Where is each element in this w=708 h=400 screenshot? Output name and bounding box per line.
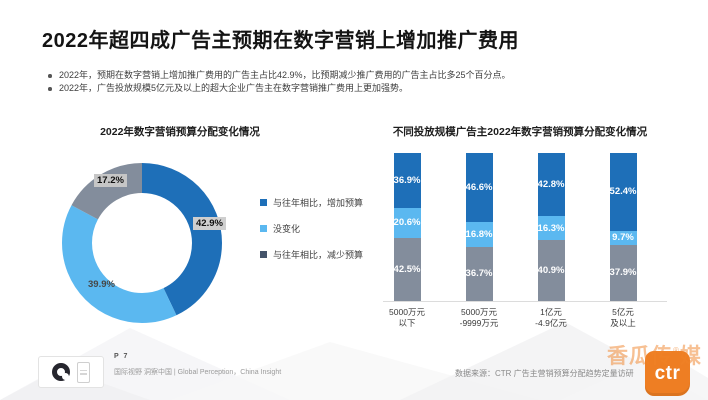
- bar-value-label: 36.7%: [465, 268, 493, 280]
- ctr-orange-logo: ctr: [645, 351, 690, 396]
- bullet-item-2: 2022年，广告投放规模5亿元及以上的超大企业广告主在数字营销推广费用上更加强势…: [46, 82, 676, 95]
- donut-segment-nochange: [62, 163, 222, 323]
- bar-value-label: 52.4%: [609, 186, 637, 198]
- bar-chart-baseline: [383, 301, 667, 302]
- bar-value-label: 42.8%: [537, 179, 565, 191]
- bar-column-3: 42.8% 16.3% 40.9% 1亿元 -4.9亿元: [515, 153, 587, 328]
- bar-value-label: 42.5%: [393, 264, 421, 276]
- bar-value-label: 16.3%: [537, 222, 565, 234]
- bar-column-1: 36.9% 20.6% 42.5% 5000万元 以下: [371, 153, 443, 328]
- bar-stack: 36.9% 20.6% 42.5%: [393, 153, 421, 301]
- ctr-circle-logo-icon: [52, 363, 70, 381]
- company-logo-box: [38, 356, 104, 388]
- donut-value-nochange: 39.9%: [88, 279, 115, 290]
- bar-value-label: 40.9%: [537, 265, 565, 277]
- bar-segment-decrease: 37.9%: [609, 244, 637, 301]
- bullet-text-1: 2022年，预期在数字营销上增加推广费用的广告主占比42.9%，比预期减少推广费…: [59, 70, 511, 80]
- legend-marker-decrease-icon: [260, 251, 267, 258]
- donut-segment-decrease: [62, 163, 222, 323]
- registered-mark-icon: ®: [673, 346, 680, 355]
- bullet-dot: [48, 87, 52, 91]
- bar-segment-nochange: 9.7%: [609, 230, 637, 245]
- legend-item-decrease: 与往年相比，减少预算: [260, 248, 363, 261]
- bar-value-label: 9.7%: [612, 232, 634, 244]
- bar-stack: 46.6% 16.8% 36.7%: [465, 153, 493, 301]
- bar-segment-increase: 46.6%: [465, 153, 493, 222]
- footer-tagline: 国际视野 洞察中国 | Global Perception，China Insi…: [114, 369, 282, 376]
- bar-value-label: 36.9%: [393, 174, 421, 186]
- donut-value-increase: 42.9%: [193, 217, 226, 230]
- bar-segment-increase: 52.4%: [609, 153, 637, 231]
- bar-segment-decrease: 36.7%: [465, 246, 493, 301]
- bar-value-label: 20.6%: [393, 217, 421, 229]
- data-source-note: 数据来源：CTR 广告主营销预算分配趋势定量访研: [455, 369, 634, 378]
- donut-value-decrease: 17.2%: [94, 174, 127, 187]
- watermark-text: 香瓜传®媒: [607, 345, 702, 368]
- stacked-bar-chart: 36.9% 20.6% 42.5% 5000万元 以下 46.6% 16.8% …: [371, 153, 659, 328]
- donut-chart-title: 2022年数字营销预算分配变化情况: [100, 126, 260, 138]
- legend-label-increase: 与往年相比，增加预算: [273, 198, 364, 208]
- bullet-text-2: 2022年，广告投放规模5亿元及以上的超大企业广告主在数字营销推广费用上更加强势…: [59, 83, 409, 93]
- bar-category-label: 1亿元 -4.9亿元: [535, 307, 567, 328]
- bar-category-label: 5000万元 -9999万元: [459, 307, 499, 328]
- bullet-dot: [48, 74, 52, 78]
- seal-logo-icon: [77, 361, 90, 383]
- bar-category-label: 5亿元 及以上: [610, 307, 636, 328]
- page-title: 2022年超四成广告主预期在数字营销上增加推广费用: [42, 30, 519, 52]
- bar-segment-decrease: 42.5%: [393, 238, 421, 301]
- bar-segment-decrease: 40.9%: [537, 240, 565, 301]
- legend-label-nochange: 没变化: [273, 224, 301, 234]
- bar-category-label: 5000万元 以下: [389, 307, 425, 328]
- legend-marker-nochange-icon: [260, 225, 267, 232]
- bar-segment-nochange: 20.6%: [393, 207, 421, 239]
- legend-label-decrease: 与往年相比，减少预算: [273, 250, 364, 260]
- bar-segment-increase: 36.9%: [393, 153, 421, 208]
- bar-value-label: 16.8%: [465, 228, 493, 240]
- bar-stack: 42.8% 16.3% 40.9%: [537, 153, 565, 301]
- bar-segment-increase: 42.8%: [537, 153, 565, 217]
- bullet-list: 2022年，预期在数字营销上增加推广费用的广告主占比42.9%，比预期减少推广费…: [46, 69, 676, 95]
- bar-column-4: 52.4% 9.7% 37.9% 5亿元 及以上: [587, 153, 659, 328]
- bullet-item-1: 2022年，预期在数字营销上增加推广费用的广告主占比42.9%，比预期减少推广费…: [46, 69, 676, 82]
- bar-chart-title: 不同投放规模广告主2022年数字营销预算分配变化情况: [392, 126, 648, 138]
- donut-legend: 与往年相比，增加预算 没变化 与往年相比，减少预算: [260, 196, 363, 274]
- bar-stack: 52.4% 9.7% 37.9%: [609, 153, 637, 301]
- bar-value-label: 37.9%: [609, 267, 637, 279]
- bar-segment-nochange: 16.8%: [465, 221, 493, 247]
- page-number: P 7: [114, 353, 129, 360]
- donut-chart: [62, 163, 222, 323]
- bar-segment-nochange: 16.3%: [537, 216, 565, 241]
- legend-item-nochange: 没变化: [260, 222, 363, 235]
- bar-column-2: 46.6% 16.8% 36.7% 5000万元 -9999万元: [443, 153, 515, 328]
- legend-marker-increase-icon: [260, 199, 267, 206]
- bar-value-label: 46.6%: [465, 181, 493, 193]
- legend-item-increase: 与往年相比，增加预算: [260, 196, 363, 209]
